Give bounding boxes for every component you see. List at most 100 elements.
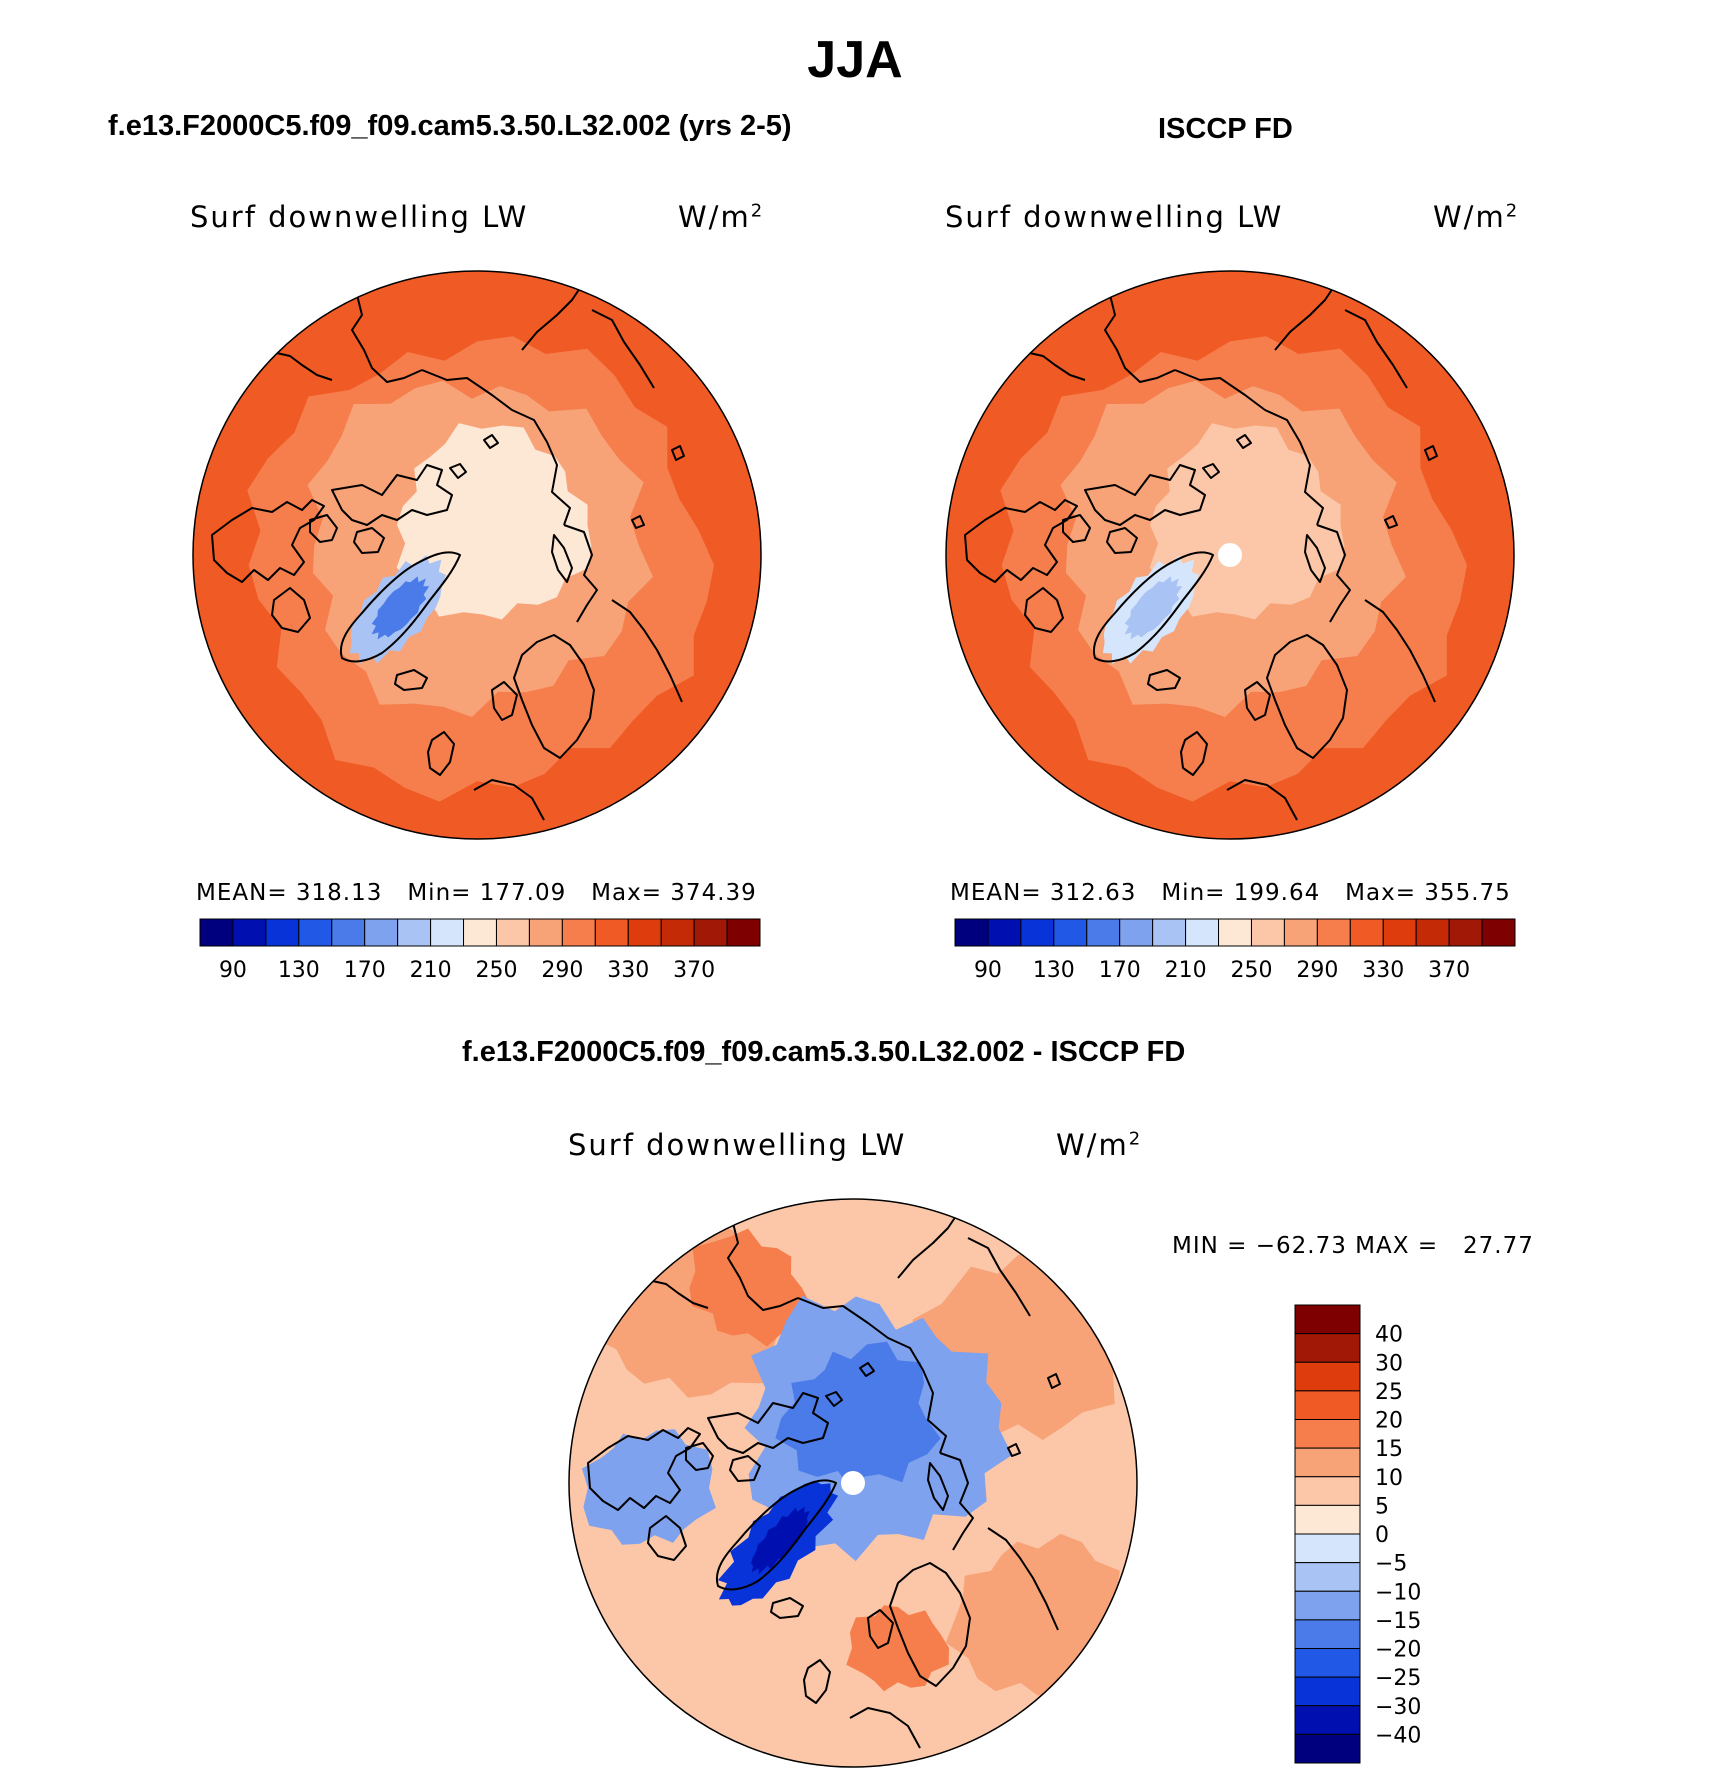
coastline [1236, 434, 1252, 449]
coastline [729, 1455, 761, 1482]
colorbar-tick-label: 210 [1165, 958, 1207, 983]
colorbar-tick-label: 170 [344, 958, 386, 983]
field-greenland-core [751, 1506, 810, 1575]
colorbar-box [1294, 1447, 1361, 1478]
colorbar-tick-label: −10 [1375, 1580, 1421, 1605]
colorbar-tick-label: 10 [1375, 1466, 1403, 1491]
colorbar-box [1294, 1619, 1361, 1649]
colorbar-box [561, 918, 596, 947]
colorbar-box [1382, 918, 1417, 947]
coastline [1266, 634, 1348, 759]
max-label: Max= [591, 880, 662, 906]
colorbar-box [1053, 918, 1088, 947]
colorbar-tick-label: 15 [1375, 1437, 1403, 1462]
polar-missing-data [841, 1471, 865, 1495]
colorbar-box [364, 918, 399, 947]
coastline [563, 524, 598, 623]
units-label-diff: W/m2 [1056, 1128, 1143, 1162]
colorbar-box [1294, 1504, 1361, 1535]
colorbar-tick-label: 90 [974, 958, 1002, 983]
coastline [551, 534, 573, 583]
coastline [587, 1427, 701, 1511]
colorbar-tick-label: −40 [1375, 1723, 1421, 1748]
colorbar-box [660, 918, 695, 947]
min-value: 177.09 [479, 880, 567, 906]
colorbar-box [1152, 918, 1187, 947]
coastline [631, 515, 645, 529]
coastline [1180, 731, 1208, 776]
min-value: −62.73 [1255, 1233, 1347, 1259]
map-border [192, 270, 762, 840]
max-label: MAX = [1355, 1233, 1439, 1259]
colorbar-box [1294, 1705, 1361, 1735]
colorbar-box [693, 918, 728, 947]
variable-label-obs: Surf downwelling LW [945, 200, 1284, 234]
coastline [1364, 599, 1436, 703]
colorbar-tick-label: −20 [1375, 1638, 1421, 1663]
colorbar-box [1415, 918, 1450, 947]
field-hot-s [846, 1605, 949, 1692]
colorbar-box [1294, 1648, 1361, 1678]
coastline [483, 434, 499, 449]
colorbar-tick-label: −15 [1375, 1609, 1421, 1634]
min-label: MIN = [1172, 1233, 1248, 1259]
colorbar-box [1283, 918, 1318, 947]
colorbar-box [1218, 918, 1252, 947]
coastline [1202, 463, 1220, 479]
mean-label: MEAN= [950, 880, 1042, 906]
colorbar-box [1294, 1419, 1361, 1449]
colorbar-box [1448, 918, 1483, 947]
colorbar-tick-label: 170 [1099, 958, 1141, 983]
coastline [987, 1527, 1059, 1631]
field-greenland-core [1124, 576, 1183, 640]
max-label: Max= [1345, 880, 1416, 906]
mean-value: 312.63 [1049, 880, 1137, 906]
map-border [568, 1198, 1138, 1768]
coastline [797, 1297, 947, 1454]
colorbar-box [265, 918, 300, 947]
coastline [859, 1362, 875, 1377]
coastline [1147, 669, 1181, 691]
coastline [394, 669, 428, 691]
colorbar-box [1119, 918, 1154, 947]
colorbar-box [1349, 918, 1384, 947]
coastline [1084, 464, 1206, 526]
coastline [1047, 1373, 1061, 1389]
colorbar-tick-label: 0 [1375, 1523, 1389, 1548]
colorbar-box [1294, 1562, 1361, 1592]
coastline [770, 1597, 804, 1619]
coastline [897, 1209, 961, 1279]
colorbar-box [495, 918, 530, 947]
polar-map-diff [568, 1198, 1138, 1768]
colorbar-box [1185, 918, 1220, 947]
stats-model: MEAN= 318.13 Min= 177.09 Max= 374.39 [196, 880, 757, 906]
coastline [1244, 681, 1271, 721]
coastline [707, 1392, 829, 1454]
field-arctic [396, 423, 592, 620]
colorbar-tick-label: 370 [1428, 958, 1470, 983]
variable-label-diff: Surf downwelling LW [568, 1128, 907, 1162]
colorbar-model: 90 130 170 210 250 290 330 370 [199, 918, 761, 983]
colorbar-tick-label: 250 [1230, 958, 1272, 983]
colorbar-box [1086, 918, 1121, 947]
colorbar-box [726, 918, 761, 947]
coastline [591, 309, 655, 389]
figure-title: JJA [807, 31, 903, 89]
colorbar-box [1481, 918, 1516, 947]
colorbar-tick-label: 25 [1375, 1380, 1403, 1405]
min-label: Min= [407, 880, 472, 906]
colorbar-box [331, 918, 366, 947]
colorbar-tick-label: 330 [607, 958, 649, 983]
variable-label-model: Surf downwelling LW [190, 200, 529, 234]
coastlines [587, 1207, 1061, 1749]
coastline [521, 281, 585, 351]
coastline [211, 499, 325, 583]
colorbar-box [627, 918, 662, 947]
colorbar-box [594, 918, 629, 947]
coastline [939, 1452, 974, 1551]
field-hot-nw [689, 1228, 813, 1347]
coastline [427, 731, 455, 776]
units-label-model: W/m2 [678, 200, 765, 234]
colorbar-box [1250, 918, 1285, 947]
coastline [421, 369, 571, 526]
